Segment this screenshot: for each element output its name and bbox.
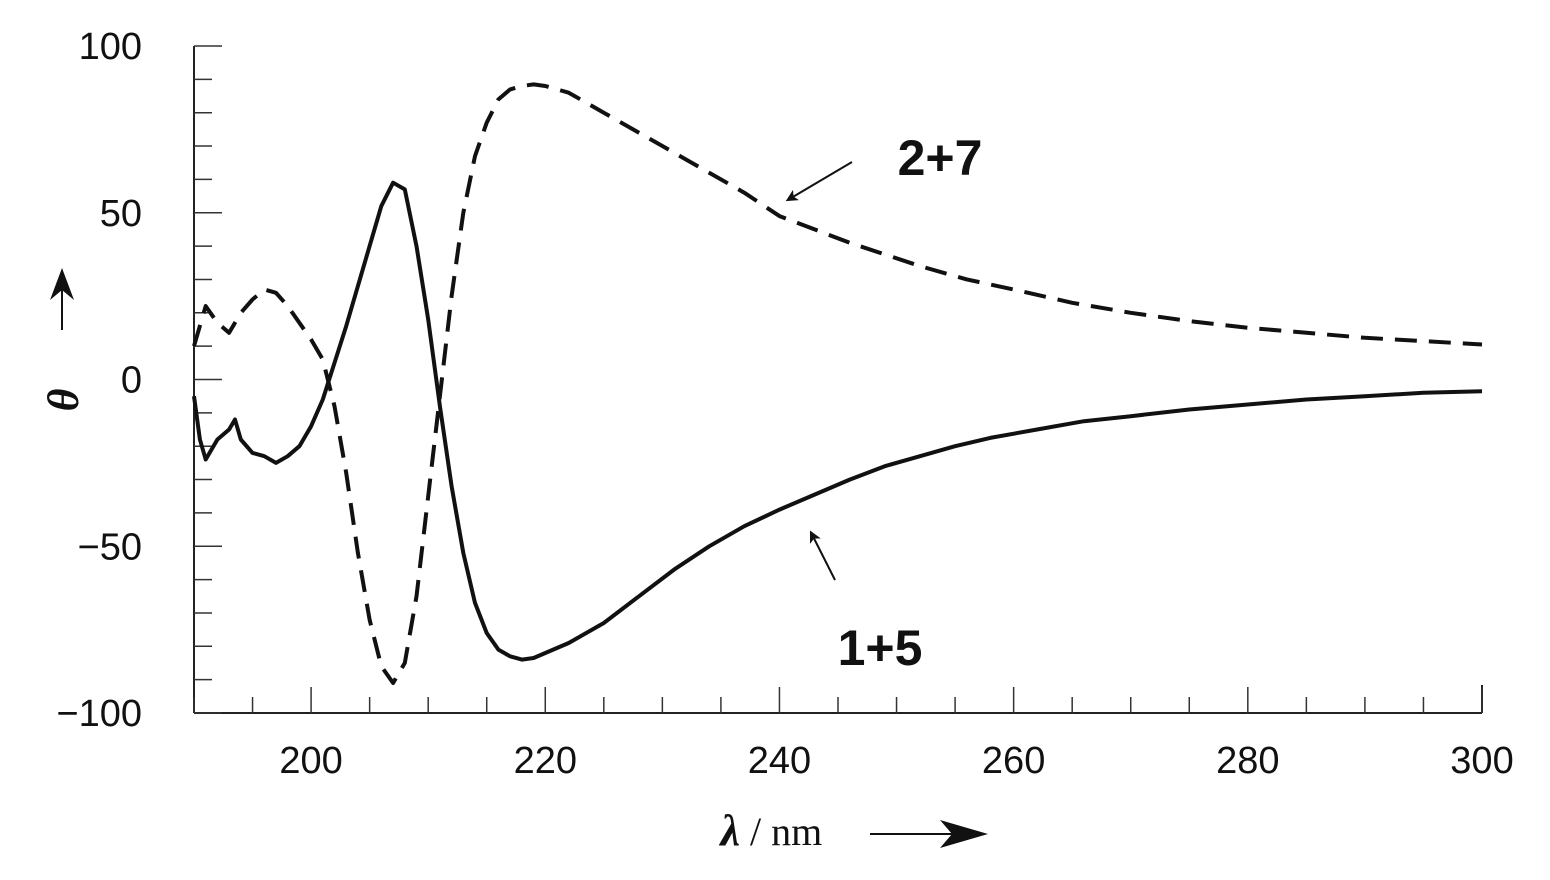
x-axis-label-symbol: λ bbox=[718, 806, 740, 855]
annotations: 2+7 1+5 bbox=[785, 130, 983, 676]
annotation-arrow-2-plus-7 bbox=[785, 161, 853, 202]
y-axis-label-group: θ bbox=[39, 268, 88, 411]
x-tick-label: 240 bbox=[748, 740, 811, 782]
y-tick-label: 100 bbox=[79, 26, 142, 68]
x-axis-label-unit: / nm bbox=[750, 809, 822, 854]
x-tick-label: 220 bbox=[514, 740, 577, 782]
x-tick-label: 200 bbox=[279, 740, 342, 782]
axes bbox=[193, 46, 1483, 714]
x-axis-arrowhead bbox=[940, 820, 988, 848]
series-label-1-plus-5: 1+5 bbox=[838, 620, 923, 676]
y-axis-arrowhead bbox=[50, 268, 74, 300]
y-tick-label: −50 bbox=[78, 526, 142, 568]
y-tick-label: 0 bbox=[121, 360, 142, 402]
tick-marks bbox=[193, 45, 1483, 714]
tick-labels: 100 50 0 −50 −100 200 220 240 260 280 300 bbox=[56, 26, 1513, 782]
series-label-2-plus-7: 2+7 bbox=[898, 130, 983, 186]
x-tick-label: 260 bbox=[982, 740, 1045, 782]
y-axis-label: θ bbox=[39, 388, 88, 411]
y-tick-label: 50 bbox=[100, 193, 142, 235]
y-tick-label: −100 bbox=[56, 693, 142, 735]
x-tick-label: 300 bbox=[1450, 740, 1513, 782]
series-line-1-plus-5 bbox=[192, 180, 1483, 662]
series-line-2-plus-7 bbox=[192, 82, 1483, 685]
x-axis-label-group: λ / nm bbox=[718, 806, 988, 855]
series-lines bbox=[192, 82, 1483, 685]
annotation-arrow-1-plus-5 bbox=[809, 530, 836, 581]
x-tick-label: 280 bbox=[1216, 740, 1279, 782]
